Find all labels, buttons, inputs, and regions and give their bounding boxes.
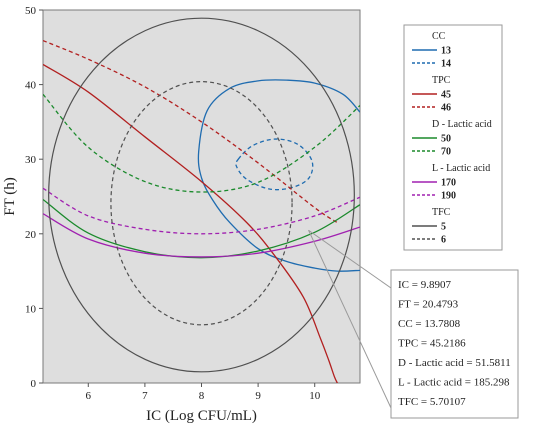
legend-label-3-0: 170 — [441, 178, 456, 189]
legend-label-2-0: 50 — [441, 134, 451, 145]
legend-label-0-1: 14 — [441, 59, 451, 70]
contour-l-lactic-acid-190 — [43, 187, 360, 235]
x-tick-label-8: 8 — [199, 390, 205, 402]
legend-group-title-4: TFC — [432, 207, 451, 218]
legend-label-2-1: 70 — [441, 147, 451, 158]
annotation-line-2: CC = 13.7808 — [398, 318, 461, 330]
contour-cc-14 — [235, 138, 314, 191]
x-tick-label-7: 7 — [142, 390, 148, 402]
legend-group-title-2: D - Lactic acid — [432, 119, 492, 130]
plot-background — [42, 9, 361, 384]
contour-tfc-6 — [110, 81, 293, 326]
y-tick-label-30: 30 — [25, 154, 37, 166]
contour-cc-13 — [197, 79, 360, 272]
contour-l-lactic-acid-170 — [43, 213, 360, 258]
x-tick-label-9: 9 — [255, 390, 261, 402]
contour-tpc-45 — [43, 63, 338, 383]
contour-tpc-46 — [43, 39, 338, 224]
y-tick-label-20: 20 — [25, 229, 37, 241]
legend-label-3-1: 190 — [441, 191, 456, 202]
annotation-line-6: TFC = 5.70107 — [398, 396, 466, 408]
annotation-line-3: TPC = 45.2186 — [398, 338, 466, 350]
x-tick-label-10: 10 — [309, 390, 321, 402]
crosshair-leader-top — [308, 229, 392, 289]
contour-curves — [43, 17, 360, 383]
legend-label-4-1: 6 — [441, 235, 446, 246]
legend-group-title-1: TPC — [432, 75, 451, 86]
contour-d-lactic-acid-70 — [43, 93, 360, 193]
legend: CC 13 14 TPC 45 46 D - Lactic acid 50 70 L - Lact… — [403, 24, 503, 251]
y-tick-label-0: 0 — [31, 378, 37, 390]
legend-label-1-0: 45 — [441, 90, 451, 101]
annotation-box — [390, 269, 519, 419]
x-axis-label: IC (Log CFU/mL) — [146, 408, 257, 424]
legend-label-1-1: 46 — [441, 103, 451, 114]
annotation-line-4: D - Lactic acid = 51.5811 — [398, 357, 511, 369]
x-tick-label-6: 6 — [86, 390, 92, 402]
legend-group-title-0: CC — [432, 31, 446, 42]
plot-area — [42, 9, 361, 384]
y-tick-label-40: 40 — [25, 80, 37, 92]
contour-tfc-5 — [48, 17, 355, 373]
y-tick-label-50: 50 — [25, 5, 37, 17]
crosshair-leader-bottom — [308, 230, 392, 409]
contour-d-lactic-acid-50 — [43, 198, 360, 259]
annotation-line-1: FT = 20.4793 — [398, 299, 459, 311]
legend-group-title-3: L - Lactic acid — [432, 163, 490, 174]
annotation-line-5: L - Lactic acid = 185.298 — [398, 377, 510, 389]
legend-label-4-0: 5 — [441, 222, 446, 233]
axes: 6 7 8 9 10 0 10 20 30 40 50 IC (Log CFU/mL) FT (h) — [2, 5, 321, 424]
y-axis-label: FT (h) — [2, 177, 18, 215]
annotation-line-0: IC = 9.8907 — [398, 279, 451, 291]
y-tick-label-10: 10 — [25, 303, 37, 315]
crosshair-annotation: IC = 9.8907 FT = 20.4793 CC = 13.7808 TPC =… — [308, 229, 519, 419]
legend-label-0-0: 13 — [441, 46, 451, 57]
